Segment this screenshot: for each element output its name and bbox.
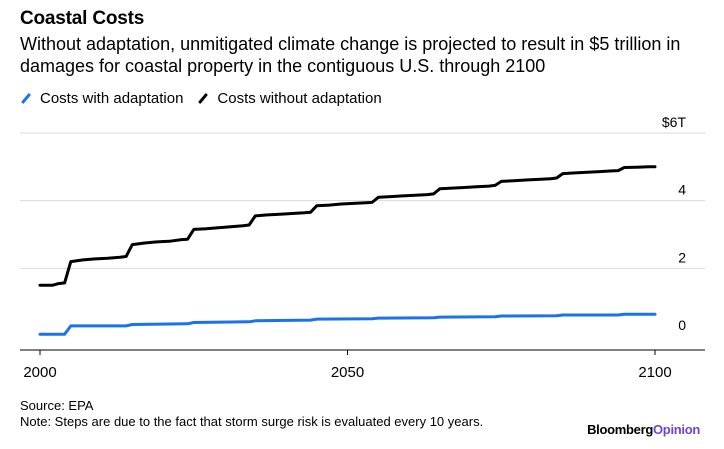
source-note: Source: EPA [20, 398, 94, 413]
brand-main: Bloomberg [587, 422, 653, 437]
footnote: Note: Steps are due to the fact that sto… [20, 414, 484, 429]
legend-label-without: Costs without adaptation [217, 90, 382, 107]
x-tick-label-2100: 2100 [638, 364, 671, 381]
series-line-1 [38, 165, 657, 287]
legend-item-without: Costs without adaptation [197, 90, 382, 107]
chart-subtitle: Without adaptation, unmitigated climate … [20, 34, 681, 76]
legend-item-adaptation: Costs with adaptation [20, 90, 183, 107]
y-tick-label-6: $6T [662, 114, 687, 130]
brand-accent: Opinion [653, 422, 700, 437]
brand-logo: BloombergOpinion [587, 422, 700, 437]
chart-title: Coastal Costs [20, 8, 145, 29]
x-tick-label-2050: 2050 [331, 364, 364, 381]
legend-label-adaptation: Costs with adaptation [40, 90, 184, 107]
series-line-0 [38, 312, 657, 336]
legend: Costs with adaptation Costs without adap… [20, 90, 396, 107]
x-tick-label-2000: 2000 [23, 364, 56, 381]
y-tick-label-4: 4 [678, 182, 686, 198]
y-tick-label-0: 0 [678, 317, 686, 333]
y-tick-label-2: 2 [678, 249, 686, 265]
